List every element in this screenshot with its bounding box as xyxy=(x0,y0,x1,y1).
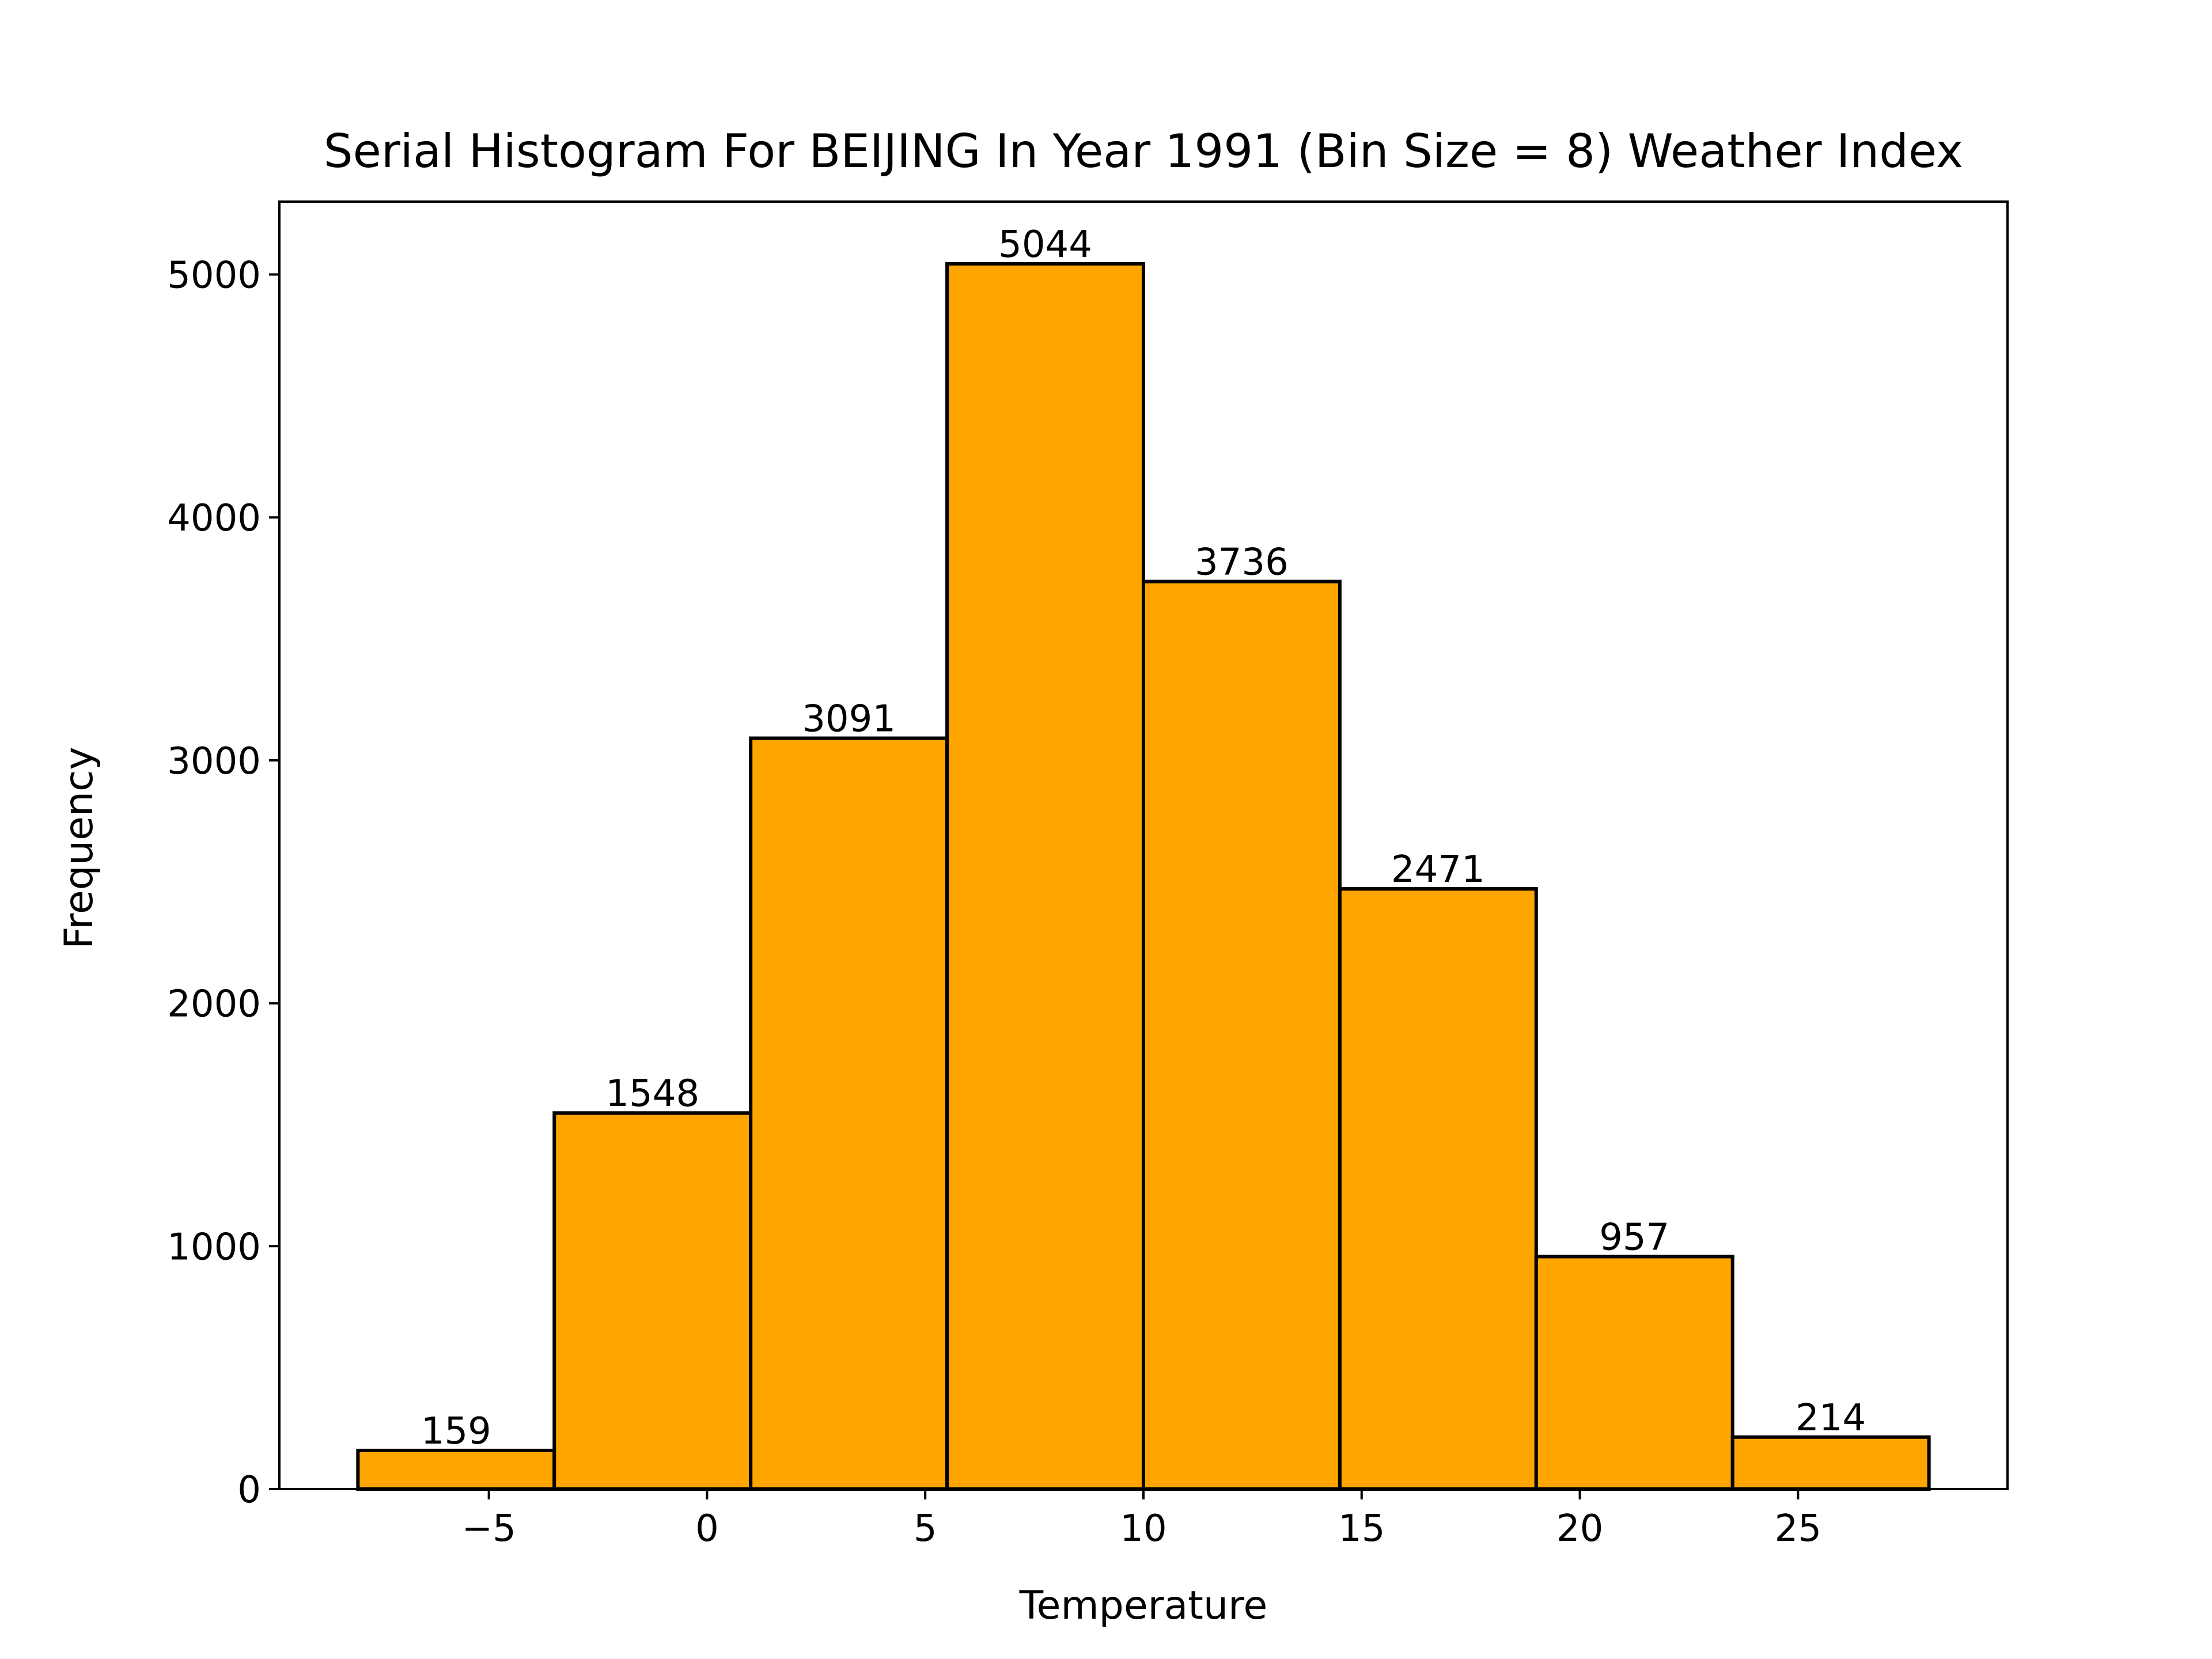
x-tick-label: 20 xyxy=(1556,1508,1603,1550)
y-tick-label: 5000 xyxy=(167,255,261,297)
x-tick-label: −5 xyxy=(461,1508,516,1550)
histogram-bar xyxy=(552,1111,753,1491)
histogram-bar xyxy=(1338,887,1538,1491)
x-tick-label: 25 xyxy=(1775,1508,1821,1550)
y-axis-label: Frequency xyxy=(56,747,102,949)
bar-value-label: 3736 xyxy=(1195,541,1289,584)
histogram-bar xyxy=(1730,1435,1931,1491)
x-tick-label: 5 xyxy=(914,1508,937,1550)
y-tick-label: 3000 xyxy=(167,740,261,783)
y-tick-label: 1000 xyxy=(167,1226,261,1268)
x-axis-ticks: −5 0 5 10 15 20 25 xyxy=(461,1489,1821,1550)
bar-value-labels: 159 1548 3091 5044 3736 2471 957 214 xyxy=(421,224,1866,1453)
bar-value-label: 1548 xyxy=(605,1073,699,1115)
bars-layer xyxy=(356,262,1931,1491)
x-tick-label: 10 xyxy=(1120,1508,1166,1550)
x-axis-label: Temperature xyxy=(1019,1583,1268,1628)
y-tick-label: 4000 xyxy=(167,497,261,540)
bar-value-label: 957 xyxy=(1599,1216,1669,1259)
y-tick-label: 2000 xyxy=(167,983,261,1026)
bar-value-label: 159 xyxy=(421,1410,491,1453)
y-axis-ticks: 0 1000 2000 3000 4000 5000 xyxy=(167,255,279,1512)
histogram-bar xyxy=(356,1448,556,1491)
x-tick-label: 0 xyxy=(695,1508,719,1550)
bar-value-label: 3091 xyxy=(802,698,896,741)
histogram-bar xyxy=(1534,1255,1734,1491)
histogram-bar xyxy=(1142,579,1342,1491)
y-tick-label: 0 xyxy=(237,1469,261,1512)
histogram-bar xyxy=(945,262,1146,1491)
bar-value-label: 2471 xyxy=(1391,849,1485,891)
bar-value-label: 5044 xyxy=(998,224,1092,266)
histogram-bar xyxy=(749,736,949,1491)
bar-value-label: 214 xyxy=(1796,1397,1866,1440)
chart-title: Serial Histogram For BEIJING In Year 199… xyxy=(324,124,1963,178)
x-tick-label: 15 xyxy=(1338,1508,1385,1550)
